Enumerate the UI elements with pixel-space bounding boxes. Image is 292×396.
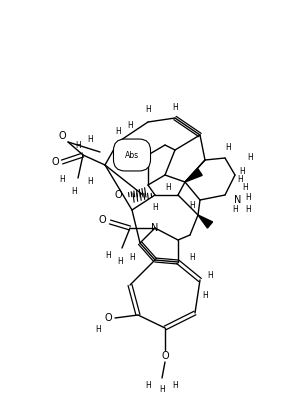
Text: H: H — [71, 187, 77, 196]
Text: O: O — [51, 157, 59, 167]
Text: H: H — [202, 291, 208, 299]
Text: O: O — [104, 313, 112, 323]
Text: O: O — [58, 131, 66, 141]
Text: H: H — [165, 183, 171, 192]
Text: H: H — [129, 253, 135, 263]
Text: H: H — [189, 253, 195, 263]
Text: Abs: Abs — [125, 150, 139, 160]
Text: H: H — [127, 120, 133, 129]
Text: H: H — [59, 175, 65, 185]
Text: H: H — [225, 143, 231, 152]
Text: H: H — [245, 206, 251, 215]
Text: H: H — [152, 204, 158, 213]
Text: H: H — [247, 154, 253, 162]
Text: H: H — [207, 270, 213, 280]
Text: H: H — [117, 257, 123, 267]
Text: O: O — [98, 215, 106, 225]
Text: H: H — [237, 175, 243, 185]
Text: H: H — [87, 177, 93, 187]
Text: H: H — [239, 168, 245, 177]
Text: H: H — [159, 385, 165, 394]
Polygon shape — [198, 215, 213, 228]
Text: H: H — [105, 251, 111, 259]
Text: N: N — [234, 195, 242, 205]
Text: H: H — [145, 381, 151, 390]
Text: H: H — [145, 105, 151, 114]
Text: H: H — [242, 183, 248, 192]
Text: H: H — [95, 326, 101, 335]
Text: H: H — [172, 103, 178, 112]
Text: N: N — [151, 223, 159, 233]
Text: H: H — [87, 135, 93, 145]
Text: H: H — [232, 206, 238, 215]
Text: O: O — [161, 351, 169, 361]
Text: H: H — [245, 194, 251, 202]
Text: H: H — [189, 200, 195, 209]
Text: H: H — [115, 128, 121, 137]
Polygon shape — [185, 169, 202, 182]
Text: O: O — [114, 190, 122, 200]
Text: H: H — [75, 141, 81, 150]
Text: H: H — [172, 381, 178, 390]
